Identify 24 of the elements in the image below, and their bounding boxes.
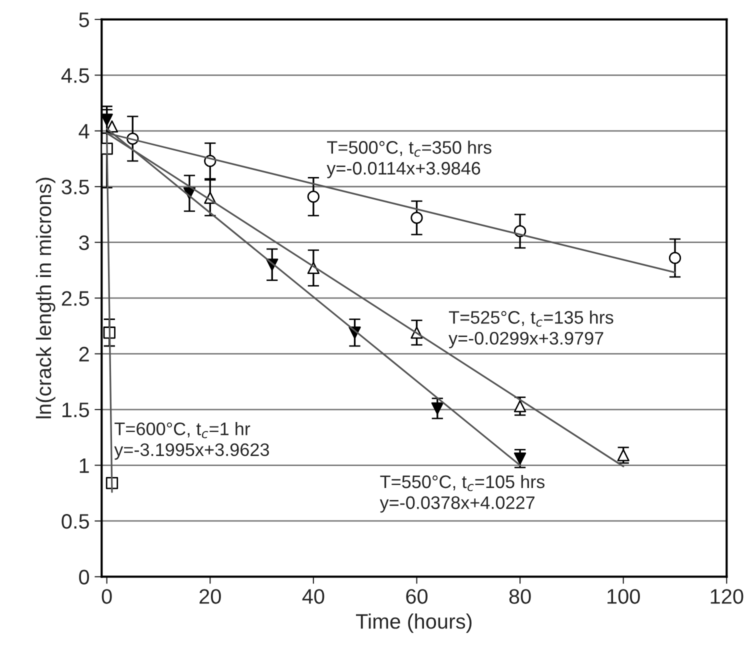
y-tick-label: 4.5 xyxy=(61,68,89,83)
annotation: T=525°C, t$_{c}$=135 hrs y=-0.0299x+3.9797 xyxy=(448,310,614,348)
y-tick-label: 1.5 xyxy=(62,402,89,418)
y-tick-label: 0.5 xyxy=(62,514,89,529)
y-tick-label: 2.5 xyxy=(62,291,89,306)
y-tick-label: 2 xyxy=(79,346,89,362)
y-tick-label: 3.5 xyxy=(62,180,89,194)
y-axis-title: ln(crack length in microns) xyxy=(36,178,56,418)
x-tick-label: 100 xyxy=(608,589,640,604)
x-tick-label: 120 xyxy=(710,589,744,604)
annotation: T=550°C, t$_{c}$=105 hrs y=-0.0378x+4.0227 xyxy=(380,474,545,513)
x-axis-title: Time (hours) xyxy=(356,614,472,633)
y-tick-label: 4 xyxy=(78,124,90,138)
y-tick-label: 5 xyxy=(79,12,89,28)
x-tick-label: 0 xyxy=(102,589,112,604)
annotation: T=600°C, t$_{c}$=1 hr y=-3.1995x+3.9623 xyxy=(114,422,269,460)
x-tick-label: 40 xyxy=(302,589,324,604)
x-tick-label: 80 xyxy=(509,589,531,604)
y-tick-label: 0 xyxy=(79,570,90,584)
x-tick-label: 60 xyxy=(406,589,428,604)
y-tick-label: 3 xyxy=(79,235,89,250)
y-tick-label: 1 xyxy=(80,458,89,473)
x-tick-label: 20 xyxy=(200,589,221,604)
annotation: T=500°C, t$_{c}$=350 hrs y=-0.0114x+3.9846 xyxy=(326,140,492,178)
